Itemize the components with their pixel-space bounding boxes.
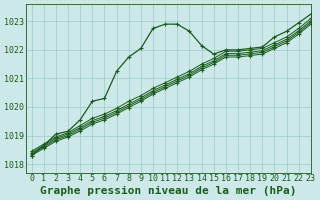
X-axis label: Graphe pression niveau de la mer (hPa): Graphe pression niveau de la mer (hPa) (40, 186, 296, 196)
